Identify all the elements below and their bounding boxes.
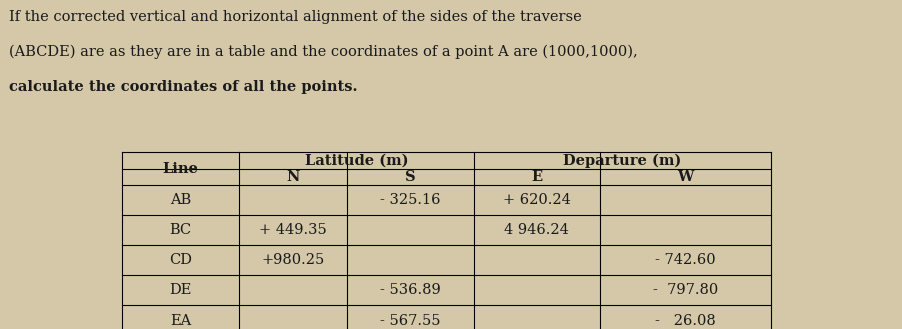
Text: calculate the coordinates of all the points.: calculate the coordinates of all the poi… bbox=[9, 80, 357, 94]
Text: 4 946.24: 4 946.24 bbox=[504, 223, 569, 237]
Text: + 620.24: + 620.24 bbox=[502, 193, 571, 207]
Text: If the corrected vertical and horizontal alignment of the sides of the traverse: If the corrected vertical and horizontal… bbox=[9, 10, 582, 24]
Text: - 536.89: - 536.89 bbox=[380, 284, 441, 297]
Text: N: N bbox=[287, 170, 299, 184]
Text: -  797.80: - 797.80 bbox=[653, 284, 718, 297]
Text: Line: Line bbox=[162, 162, 198, 176]
Text: EA: EA bbox=[170, 314, 191, 328]
Text: BC: BC bbox=[170, 223, 191, 237]
Text: - 325.16: - 325.16 bbox=[380, 193, 441, 207]
Text: - 742.60: - 742.60 bbox=[655, 253, 716, 267]
Text: (ABCDE) are as they are in a table and the coordinates of a point A are (1000,10: (ABCDE) are as they are in a table and t… bbox=[9, 44, 638, 59]
Text: DE: DE bbox=[170, 284, 191, 297]
Text: -   26.08: - 26.08 bbox=[655, 314, 716, 328]
Text: Latitude (m): Latitude (m) bbox=[305, 153, 408, 167]
Text: +980.25: +980.25 bbox=[262, 253, 325, 267]
Text: S: S bbox=[405, 170, 416, 184]
Text: E: E bbox=[531, 170, 542, 184]
Text: AB: AB bbox=[170, 193, 191, 207]
Text: W: W bbox=[677, 170, 694, 184]
Text: CD: CD bbox=[169, 253, 192, 267]
Text: - 567.55: - 567.55 bbox=[380, 314, 441, 328]
Text: + 449.35: + 449.35 bbox=[259, 223, 327, 237]
Text: Departure (m): Departure (m) bbox=[563, 153, 682, 167]
